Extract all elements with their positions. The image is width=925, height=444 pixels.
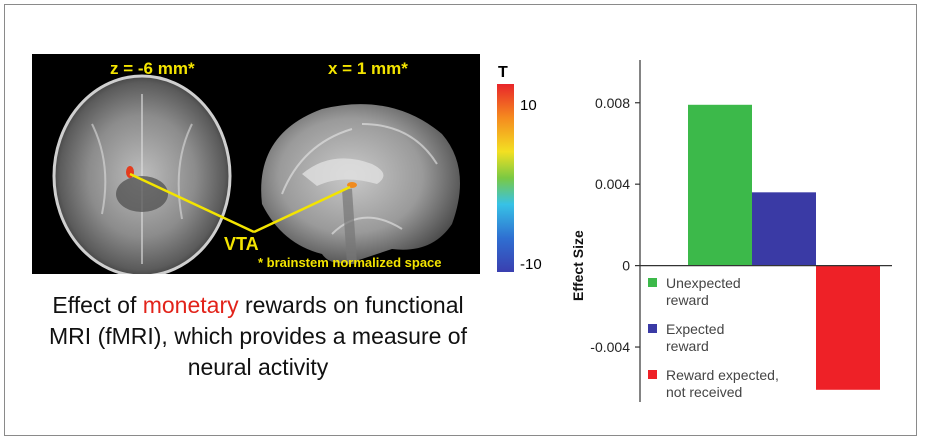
y-tick-label-3: 0.008 bbox=[595, 95, 630, 111]
legend-swatch-3 bbox=[648, 370, 657, 379]
axial-label: z = -6 mm* bbox=[110, 59, 195, 78]
colorbar bbox=[497, 84, 514, 272]
colorbar-max-label: 10 bbox=[520, 97, 537, 114]
colorbar-min-label: -10 bbox=[520, 256, 542, 273]
effect-size-chart: -0.004 0 0.004 0.008 Effect Size Unexpected re… bbox=[560, 60, 920, 420]
bar-3 bbox=[816, 265, 880, 390]
bar-1 bbox=[688, 104, 752, 266]
legend-label-3-line2: not received bbox=[666, 384, 742, 400]
legend-label-2-line1: Expected bbox=[666, 321, 724, 337]
legend-swatch-1 bbox=[648, 278, 657, 287]
y-tick-label-0: -0.004 bbox=[590, 339, 630, 355]
legend-label-3-line1: Reward expected, bbox=[666, 367, 779, 383]
caption-highlight: monetary bbox=[142, 292, 239, 318]
legend-label-2-line2: reward bbox=[666, 338, 709, 354]
vta-pointer-axial bbox=[129, 172, 255, 234]
mri-footnote: * brainstem normalized space bbox=[258, 255, 442, 270]
figure-caption: Effect of monetary rewards on functional… bbox=[40, 290, 476, 383]
legend-label-1-line2: reward bbox=[666, 292, 709, 308]
y-axis-label: Effect Size bbox=[570, 230, 586, 301]
mri-illustration: z = -6 mm* x = 1 mm* VTA * brainstem nor… bbox=[52, 59, 460, 274]
vta-label: VTA bbox=[224, 234, 259, 254]
sagittal-slice bbox=[261, 104, 460, 263]
mri-panel: z = -6 mm* x = 1 mm* VTA * brainstem nor… bbox=[32, 54, 480, 274]
vta-pointer-sagittal bbox=[253, 185, 351, 234]
caption-before: Effect of bbox=[52, 292, 143, 318]
figure-frame bbox=[4, 4, 917, 436]
colorbar-title: T bbox=[498, 64, 508, 81]
bar-2 bbox=[752, 192, 816, 266]
legend-label-1-line1: Unexpected bbox=[666, 275, 741, 291]
y-tick-label-2: 0.004 bbox=[595, 176, 630, 192]
y-tick-label-1: 0 bbox=[622, 258, 630, 274]
legend-swatch-2 bbox=[648, 324, 657, 333]
caption-after: rewards on functional MRI (fMRI), which … bbox=[49, 292, 467, 380]
sagittal-label: x = 1 mm* bbox=[328, 59, 408, 78]
